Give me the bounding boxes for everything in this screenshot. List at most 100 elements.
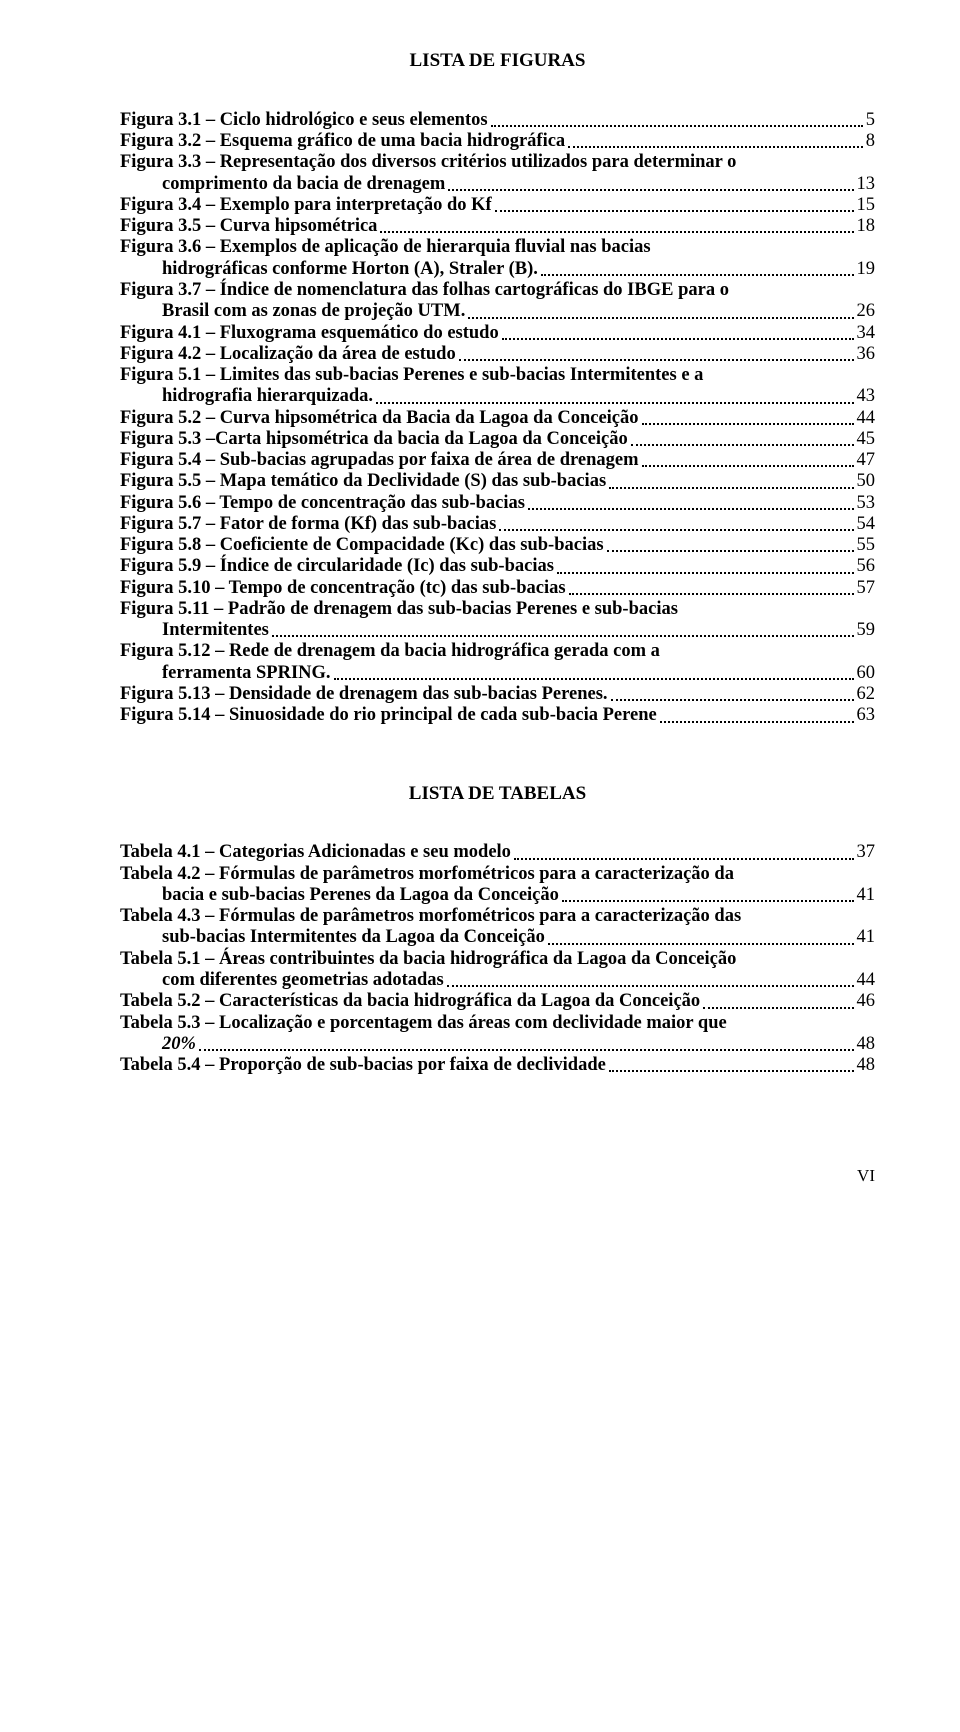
figure-entry-page: 19 — [857, 259, 876, 280]
table-entry-row: Tabela 4.2 – Fórmulas de parâmetros morf… — [120, 864, 875, 885]
table-entry-page: 44 — [857, 970, 876, 991]
figure-entry-row: Figura 3.4 – Exemplo para interpretação … — [120, 195, 875, 216]
leader-dots — [631, 444, 854, 446]
figure-entry-page: 43 — [857, 386, 876, 407]
figure-entry-text: Figura 3.5 – Curva hipsométrica — [120, 216, 377, 237]
figure-entry-text: Figura 5.5 – Mapa temático da Declividad… — [120, 471, 606, 492]
leader-dots — [495, 210, 854, 212]
figure-entry-row: Figura 5.12 – Rede de drenagem da bacia … — [120, 641, 875, 662]
figure-entry-text: Figura 3.4 – Exemplo para interpretação … — [120, 195, 492, 216]
table-entry-text: Tabela 4.2 – Fórmulas de parâmetros morf… — [120, 864, 734, 885]
leader-dots — [468, 317, 853, 319]
figure-entry-row: Figura 3.2 – Esquema gráfico de uma baci… — [120, 131, 875, 152]
figure-entry-page: 57 — [857, 578, 876, 599]
figure-entry-text: Brasil com as zonas de projeção UTM. — [162, 301, 465, 322]
figure-entry-page: 44 — [857, 408, 876, 429]
figure-entry-row: Figura 5.2 – Curva hipsométrica da Bacia… — [120, 408, 875, 429]
leader-dots — [491, 125, 863, 127]
figure-entry-row: Figura 5.7 – Fator de forma (Kf) das sub… — [120, 514, 875, 535]
table-entry-page: 37 — [857, 842, 876, 863]
leader-dots — [499, 529, 853, 531]
table-entry-page: 48 — [857, 1055, 876, 1076]
leader-dots — [514, 858, 854, 860]
leader-dots — [568, 146, 863, 148]
table-entry-text: Tabela 5.4 – Proporção de sub-bacias por… — [120, 1055, 606, 1076]
figure-entry-page: 47 — [857, 450, 876, 471]
figure-entry-page: 54 — [857, 514, 876, 535]
figure-entry-page: 36 — [857, 344, 876, 365]
leader-dots — [660, 721, 854, 723]
figure-entry-row: Figura 3.1 – Ciclo hidrológico e seus el… — [120, 110, 875, 131]
tables-list: Tabela 4.1 – Categorias Adicionadas e se… — [120, 842, 875, 1076]
figure-entry-text: Figura 5.3 –Carta hipsométrica da bacia … — [120, 429, 628, 450]
table-entry-text: bacia e sub-bacias Perenes da Lagoa da C… — [162, 885, 559, 906]
leader-dots — [642, 423, 854, 425]
leader-dots — [528, 508, 854, 510]
leader-dots — [611, 699, 854, 701]
figure-entry-text: Figura 5.14 – Sinuosidade do rio princip… — [120, 705, 657, 726]
leader-dots — [447, 985, 854, 987]
figure-entry-text: Figura 5.13 – Densidade de drenagem das … — [120, 684, 608, 705]
figure-entry-text: Figura 5.2 – Curva hipsométrica da Bacia… — [120, 408, 639, 429]
table-entry-text: 20% — [162, 1034, 196, 1055]
table-entry-text: sub-bacias Intermitentes da Lagoa da Con… — [162, 927, 545, 948]
figure-entry-row: Brasil com as zonas de projeção UTM.26 — [120, 301, 875, 322]
figure-entry-text: Figura 3.1 – Ciclo hidrológico e seus el… — [120, 110, 488, 131]
leader-dots — [502, 338, 854, 340]
table-entry-page: 41 — [857, 885, 876, 906]
leader-dots — [548, 943, 854, 945]
figure-entry-row: Figura 5.13 – Densidade de drenagem das … — [120, 684, 875, 705]
figure-entry-text: Figura 5.1 – Limites das sub-bacias Pere… — [120, 365, 703, 386]
leader-dots — [334, 678, 854, 680]
table-entry-page: 41 — [857, 927, 876, 948]
figure-entry-row: Figura 4.1 – Fluxograma esquemático do e… — [120, 323, 875, 344]
figure-entry-row: hidrografia hierarquizada. 43 — [120, 386, 875, 407]
figure-entry-row: Figura 5.14 – Sinuosidade do rio princip… — [120, 705, 875, 726]
table-entry-text: Tabela 5.2 – Características da bacia hi… — [120, 991, 700, 1012]
figure-entry-text: ferramenta SPRING. — [162, 663, 331, 684]
figure-entry-page: 15 — [857, 195, 876, 216]
figure-entry-page: 55 — [857, 535, 876, 556]
figure-entry-page: 50 — [857, 471, 876, 492]
leader-dots — [703, 1007, 853, 1009]
figure-entry-row: hidrográficas conforme Horton (A), Stral… — [120, 259, 875, 280]
figure-entry-text: comprimento da bacia de drenagem — [162, 174, 445, 195]
figure-entry-page: 60 — [857, 663, 876, 684]
leader-dots — [562, 900, 854, 902]
table-entry-row: bacia e sub-bacias Perenes da Lagoa da C… — [120, 885, 875, 906]
figure-entry-text: Figura 5.8 – Coeficiente de Compacidade … — [120, 535, 604, 556]
leader-dots — [569, 593, 854, 595]
figures-list: Figura 3.1 – Ciclo hidrológico e seus el… — [120, 110, 875, 727]
leader-dots — [557, 572, 854, 574]
table-entry-row: Tabela 4.1 – Categorias Adicionadas e se… — [120, 842, 875, 863]
table-entry-text: Tabela 5.1 – Áreas contribuintes da baci… — [120, 949, 736, 970]
table-entry-row: Tabela 5.4 – Proporção de sub-bacias por… — [120, 1055, 875, 1076]
figure-entry-row: Figura 5.6 – Tempo de concentração das s… — [120, 493, 875, 514]
figure-entry-row: Figura 3.7 – Índice de nomenclatura das … — [120, 280, 875, 301]
figure-entry-row: Figura 3.5 – Curva hipsométrica18 — [120, 216, 875, 237]
figure-entry-row: Figura 5.3 –Carta hipsométrica da bacia … — [120, 429, 875, 450]
figure-entry-page: 8 — [866, 131, 875, 152]
figure-entry-text: Figura 3.3 – Representação dos diversos … — [120, 152, 736, 173]
table-entry-page: 46 — [857, 991, 876, 1012]
figure-entry-text: Figura 3.6 – Exemplos de aplicação de hi… — [120, 237, 651, 258]
leader-dots — [459, 359, 854, 361]
table-entry-row: Tabela 5.2 – Características da bacia hi… — [120, 991, 875, 1012]
figure-entry-page: 59 — [857, 620, 876, 641]
figure-entry-text: Figura 4.1 – Fluxograma esquemático do e… — [120, 323, 499, 344]
figure-entry-row: Figura 3.3 – Representação dos diversos … — [120, 152, 875, 173]
figure-entry-row: Figura 3.6 – Exemplos de aplicação de hi… — [120, 237, 875, 258]
figure-entry-text: Figura 5.10 – Tempo de concentração (tc)… — [120, 578, 566, 599]
figures-section: LISTA DE FIGURAS Figura 3.1 – Ciclo hidr… — [120, 50, 875, 727]
figure-entry-row: Figura 5.5 – Mapa temático da Declividad… — [120, 471, 875, 492]
figure-entry-text: Figura 5.9 – Índice de circularidade (Ic… — [120, 556, 554, 577]
leader-dots — [380, 231, 853, 233]
figure-entry-text: hidrografia hierarquizada. — [162, 386, 373, 407]
figure-entry-page: 62 — [857, 684, 876, 705]
figure-entry-row: Figura 5.10 – Tempo de concentração (tc)… — [120, 578, 875, 599]
leader-dots — [609, 487, 853, 489]
figure-entry-text: Figura 5.4 – Sub-bacias agrupadas por fa… — [120, 450, 639, 471]
table-entry-row: Tabela 4.3 – Fórmulas de parâmetros morf… — [120, 906, 875, 927]
tables-section: LISTA DE TABELAS Tabela 4.1 – Categorias… — [120, 783, 875, 1077]
figure-entry-row: Figura 5.11 – Padrão de drenagem das sub… — [120, 599, 875, 620]
